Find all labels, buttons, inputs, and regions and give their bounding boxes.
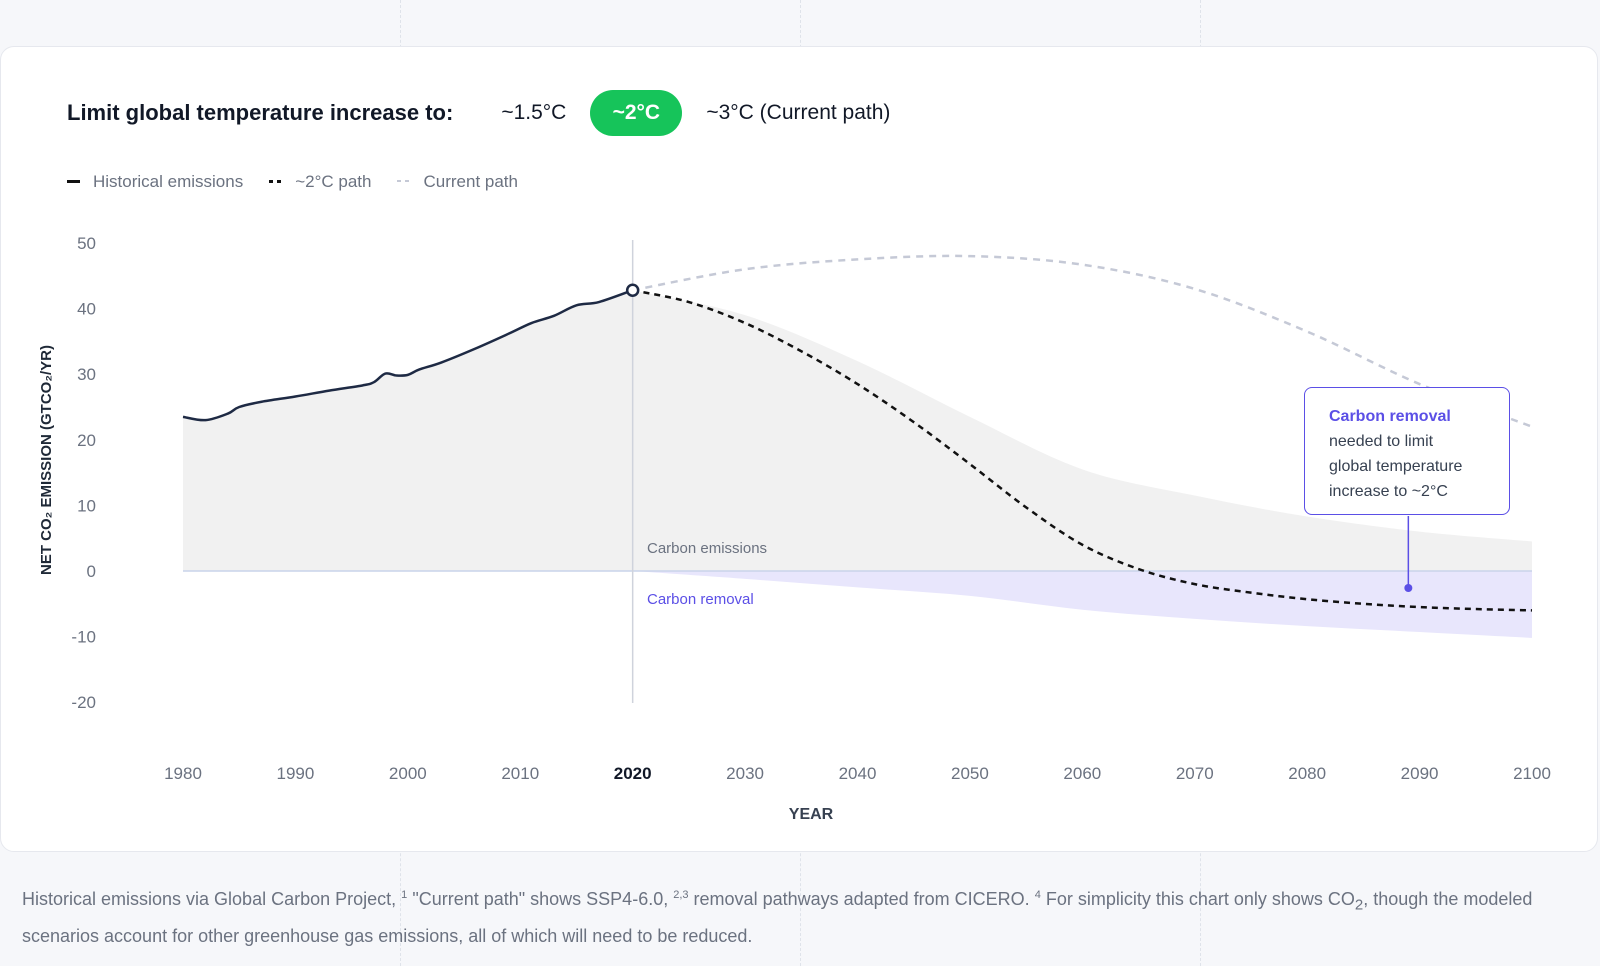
callout-dot xyxy=(1404,584,1413,592)
two-degree-path-line xyxy=(632,289,1533,612)
x-tick-label: 1980 xyxy=(164,764,202,783)
x-tick-label: 2030 xyxy=(726,764,764,783)
callout-title: Carbon removal xyxy=(1329,408,1451,425)
legend-historical-swatch xyxy=(67,180,80,183)
x-tick-label: 2100 xyxy=(1513,764,1551,783)
footnote-ref: 2,3 xyxy=(673,889,689,901)
y-tick-label: 40 xyxy=(77,300,96,319)
legend-current: Current path xyxy=(397,172,518,192)
carbon-emissions-area xyxy=(183,290,1532,571)
legend: Historical emissions ~2°C path Current p… xyxy=(67,170,544,194)
option-2c[interactable]: ~2°C xyxy=(590,90,683,136)
footnote-text: Historical emissions via Global Carbon P… xyxy=(22,889,397,909)
x-tick-label: 2050 xyxy=(951,764,989,783)
x-tick-label: 2090 xyxy=(1401,764,1439,783)
carbon-removal-callout: Carbon removal needed to limit global te… xyxy=(1304,387,1510,515)
legend-historical-label: Historical emissions xyxy=(93,172,244,191)
callout-line: increase to ~2°C xyxy=(1329,483,1448,500)
y-tick-label: 20 xyxy=(77,431,96,450)
legend-historical: Historical emissions xyxy=(67,172,243,192)
y-axis-title: NET CO₂ EMISSION (GTCO₂/YR) xyxy=(38,345,55,575)
y-tick-label: 50 xyxy=(77,234,96,253)
legend-current-label: Current path xyxy=(423,172,518,191)
footnote-subscript: 2 xyxy=(1354,896,1364,914)
x-tick-label: 2080 xyxy=(1288,764,1326,783)
historical-emissions-line xyxy=(182,289,634,422)
footnote-text: For simplicity this chart only shows CO xyxy=(1045,889,1355,909)
y-tick-label: -20 xyxy=(71,693,96,712)
footnote-text: , though the modeled scenarios account f… xyxy=(22,889,1533,946)
x-axis-title: YEAR xyxy=(789,806,834,823)
emissions-chart: Carbon emissions Carbon removal 50 40 30 20… xyxy=(38,234,1551,823)
x-tick-label: 2070 xyxy=(1176,764,1214,783)
carbon-removal-area xyxy=(632,571,1532,638)
x-tick-label: 2010 xyxy=(501,764,539,783)
y-tick-label: 0 xyxy=(87,562,96,581)
carbon-removal-label: Carbon removal xyxy=(647,591,754,608)
x-tick-label: 2020 xyxy=(614,764,652,783)
footnote-ref: 1 xyxy=(401,889,408,901)
x-tick-label: 1990 xyxy=(277,764,315,783)
y-tick-label: 30 xyxy=(77,365,96,384)
footnote-text: removal pathways adapted from CICERO. xyxy=(693,889,1030,909)
x-tick-label: 2040 xyxy=(839,764,877,783)
temperature-toggle: Limit global temperature increase to: ~1… xyxy=(67,88,890,138)
callout-line: global temperature xyxy=(1329,458,1463,475)
carbon-emissions-label: Carbon emissions xyxy=(647,540,767,557)
legend-2c-label: ~2°C path xyxy=(295,172,372,191)
legend-2c: ~2°C path xyxy=(269,172,371,192)
option-3c[interactable]: ~3°C (Current path) xyxy=(706,101,891,124)
y-tick-label: -10 xyxy=(71,628,96,647)
y-tick-label: 10 xyxy=(77,496,96,515)
footnote: Historical emissions via Global Carbon P… xyxy=(22,880,1582,951)
option-1-5c[interactable]: ~1.5°C xyxy=(501,101,567,124)
x-tick-label: 2000 xyxy=(389,764,427,783)
legend-current-swatch xyxy=(397,180,410,182)
callout-line: needed to limit xyxy=(1329,433,1434,450)
x-tick-label: 2060 xyxy=(1063,764,1101,783)
legend-2c-swatch xyxy=(269,180,282,183)
footnote-ref: 4 xyxy=(1034,889,1041,901)
footnote-text: "Current path" shows SSP4-6.0, xyxy=(412,889,669,909)
toggle-label: Limit global temperature increase to: xyxy=(67,100,454,125)
year-2020-point xyxy=(625,283,640,297)
